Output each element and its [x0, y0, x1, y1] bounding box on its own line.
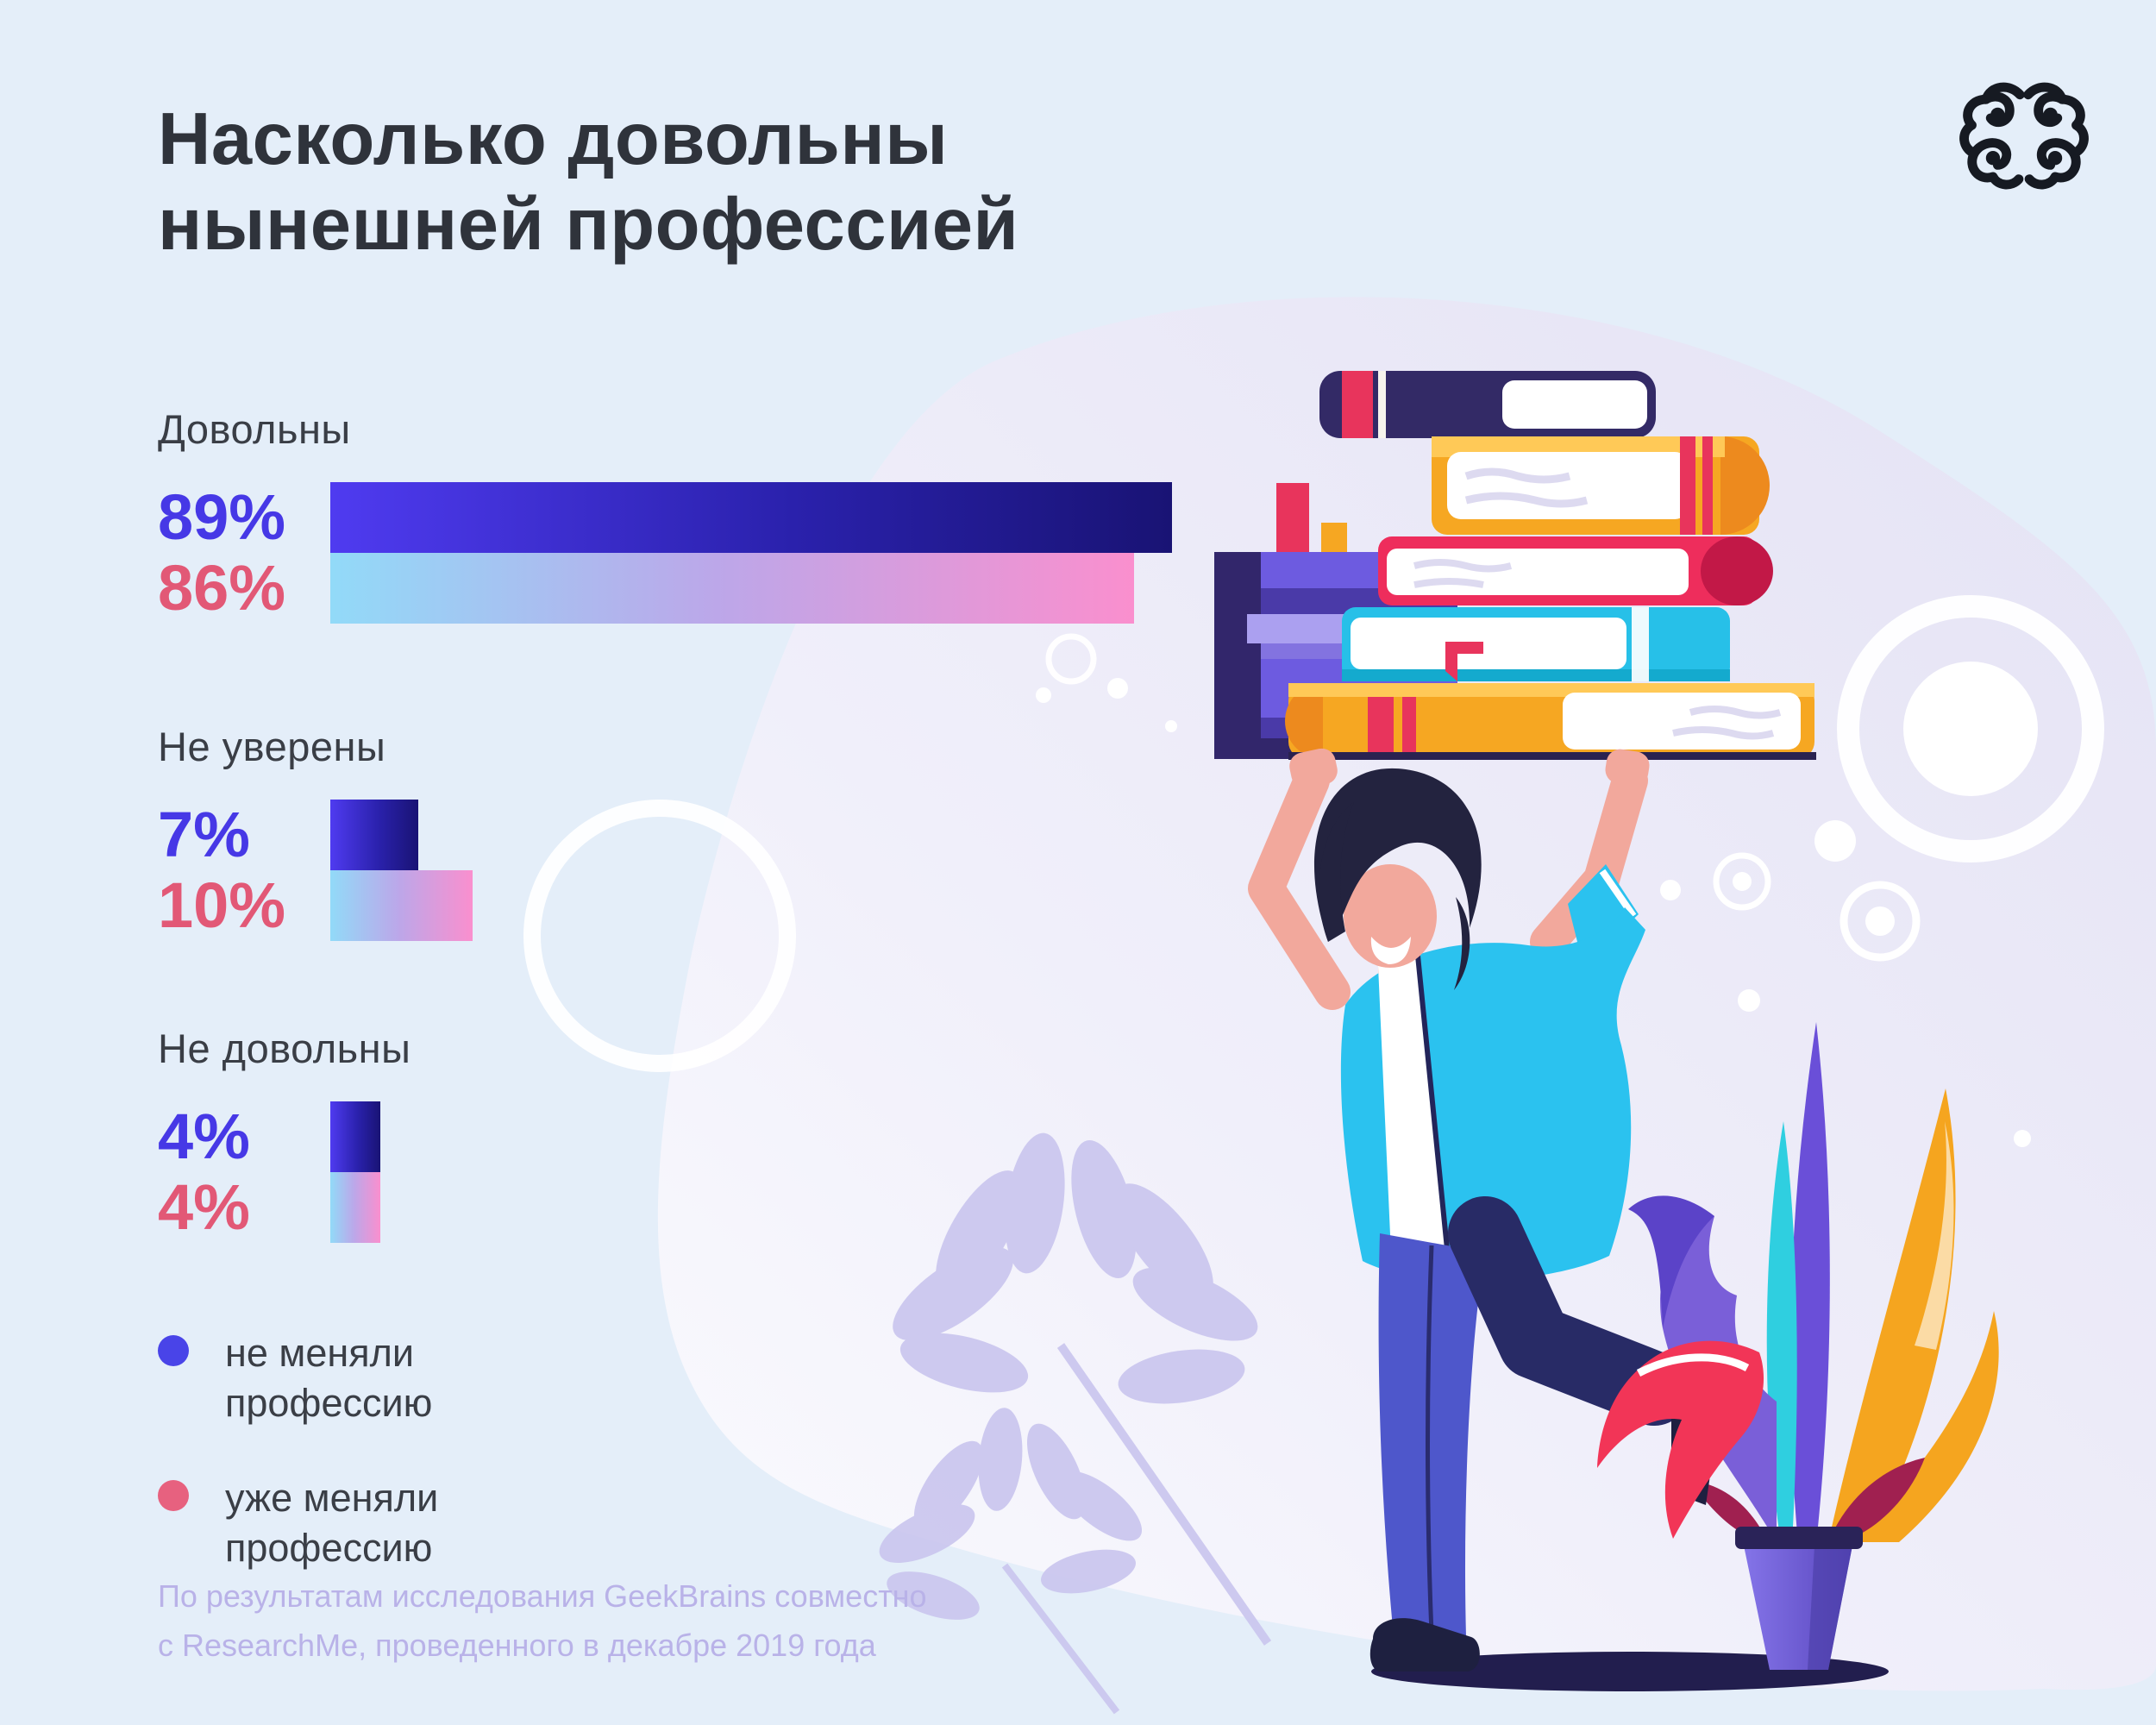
category-label: Довольны [158, 406, 351, 452]
bar-unsure-changed [330, 870, 473, 941]
title-line-2: нынешней профессией [158, 184, 1019, 266]
chart-section-satisfied: Довольны 89% 86% [158, 405, 1172, 624]
legend-item-not-changed: не меняли профессию [158, 1328, 438, 1428]
chart-legend: не меняли профессию уже меняли профессию [158, 1328, 438, 1618]
chart-section-unsatisfied: Не довольны 4% 4% [158, 1025, 411, 1243]
book-stack [1285, 371, 1816, 760]
bar-satisfied-not-changed [330, 482, 1172, 553]
value-label-blue: 7% [158, 799, 250, 870]
legend-item-changed: уже меняли профессию [158, 1473, 438, 1573]
book-red [1378, 536, 1773, 605]
legend-label: не меняли профессию [225, 1331, 433, 1425]
value-label-blue: 89% [158, 481, 286, 553]
geekbrains-brain-logo [1951, 76, 2097, 198]
category-label: Не довольны [158, 1026, 411, 1071]
bar-unsatisfied-not-changed [330, 1101, 380, 1172]
value-label-pink: 10% [158, 869, 286, 941]
book-yellow-bottom [1285, 683, 1816, 760]
leaf-silhouettes [879, 1132, 1272, 1715]
legend-dot-pink-icon [158, 1480, 189, 1511]
ground-shadow [1371, 1652, 1889, 1691]
bar-unsure-not-changed [330, 800, 418, 870]
man-illustration [1248, 748, 1764, 1672]
source-note-line-2: с ResearchMe, проведенного в декабре 201… [158, 1628, 876, 1663]
decor-circles [523, 595, 2104, 1147]
bar-satisfied-changed [330, 553, 1134, 624]
bar-row: 86% [158, 552, 1134, 624]
category-label: Не уверены [158, 724, 386, 769]
page-title: Насколько довольны нынешней профессией [158, 97, 1018, 267]
book-yellow-top [1432, 436, 1770, 535]
legend-dot-blue-icon [158, 1335, 189, 1366]
bar-row: 7% [158, 799, 418, 870]
bar-unsatisfied-changed [330, 1172, 380, 1243]
source-note-line-1: По результатам исследования GeekBrains с… [158, 1578, 927, 1614]
book-navy [1319, 371, 1656, 438]
legend-label: уже меняли профессию [225, 1476, 439, 1570]
bar-row: 4% [158, 1101, 411, 1172]
value-label-blue: 4% [158, 1101, 250, 1172]
title-line-1: Насколько довольны [158, 98, 949, 180]
bar-row: 4% [158, 1172, 411, 1243]
bar-row: 10% [158, 869, 473, 941]
value-label-pink: 86% [158, 552, 286, 624]
bar-row: 89% [158, 481, 1172, 553]
chart-section-unsure: Не уверены 7% 10% [158, 723, 473, 941]
plant-illustration [1628, 1022, 1999, 1670]
value-label-pink: 4% [158, 1171, 250, 1243]
book-cyan [1342, 607, 1730, 681]
source-note: По результатам исследования GeekBrains с… [158, 1571, 927, 1670]
